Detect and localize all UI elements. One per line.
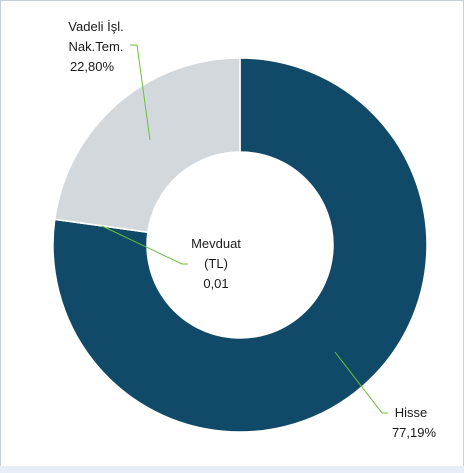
donut-slices bbox=[52, 57, 428, 433]
label-mevduat-line2: (TL) bbox=[204, 256, 228, 271]
slice-hisse bbox=[52, 57, 428, 433]
label-mevduat-line1: Mevduat bbox=[191, 236, 241, 251]
label-vadeli-line2: Nak.Tem. bbox=[69, 39, 124, 54]
label-vadeli-line1: Vadeli İşl. bbox=[68, 19, 123, 34]
leader-line-mevduat bbox=[101, 225, 188, 265]
label-hisse-line1: Hisse bbox=[395, 405, 428, 420]
leader-line-hisse bbox=[334, 351, 388, 414]
label-mevduat-value: 0,01 bbox=[203, 276, 228, 291]
slice-vadeli-i-l-nak-tem bbox=[53, 57, 241, 234]
bottom-strip bbox=[0, 466, 464, 473]
leader-line-vadeli bbox=[130, 44, 151, 141]
label-hisse-value: 77,19% bbox=[392, 425, 437, 440]
label-vadeli-value: 22,80% bbox=[70, 59, 115, 74]
